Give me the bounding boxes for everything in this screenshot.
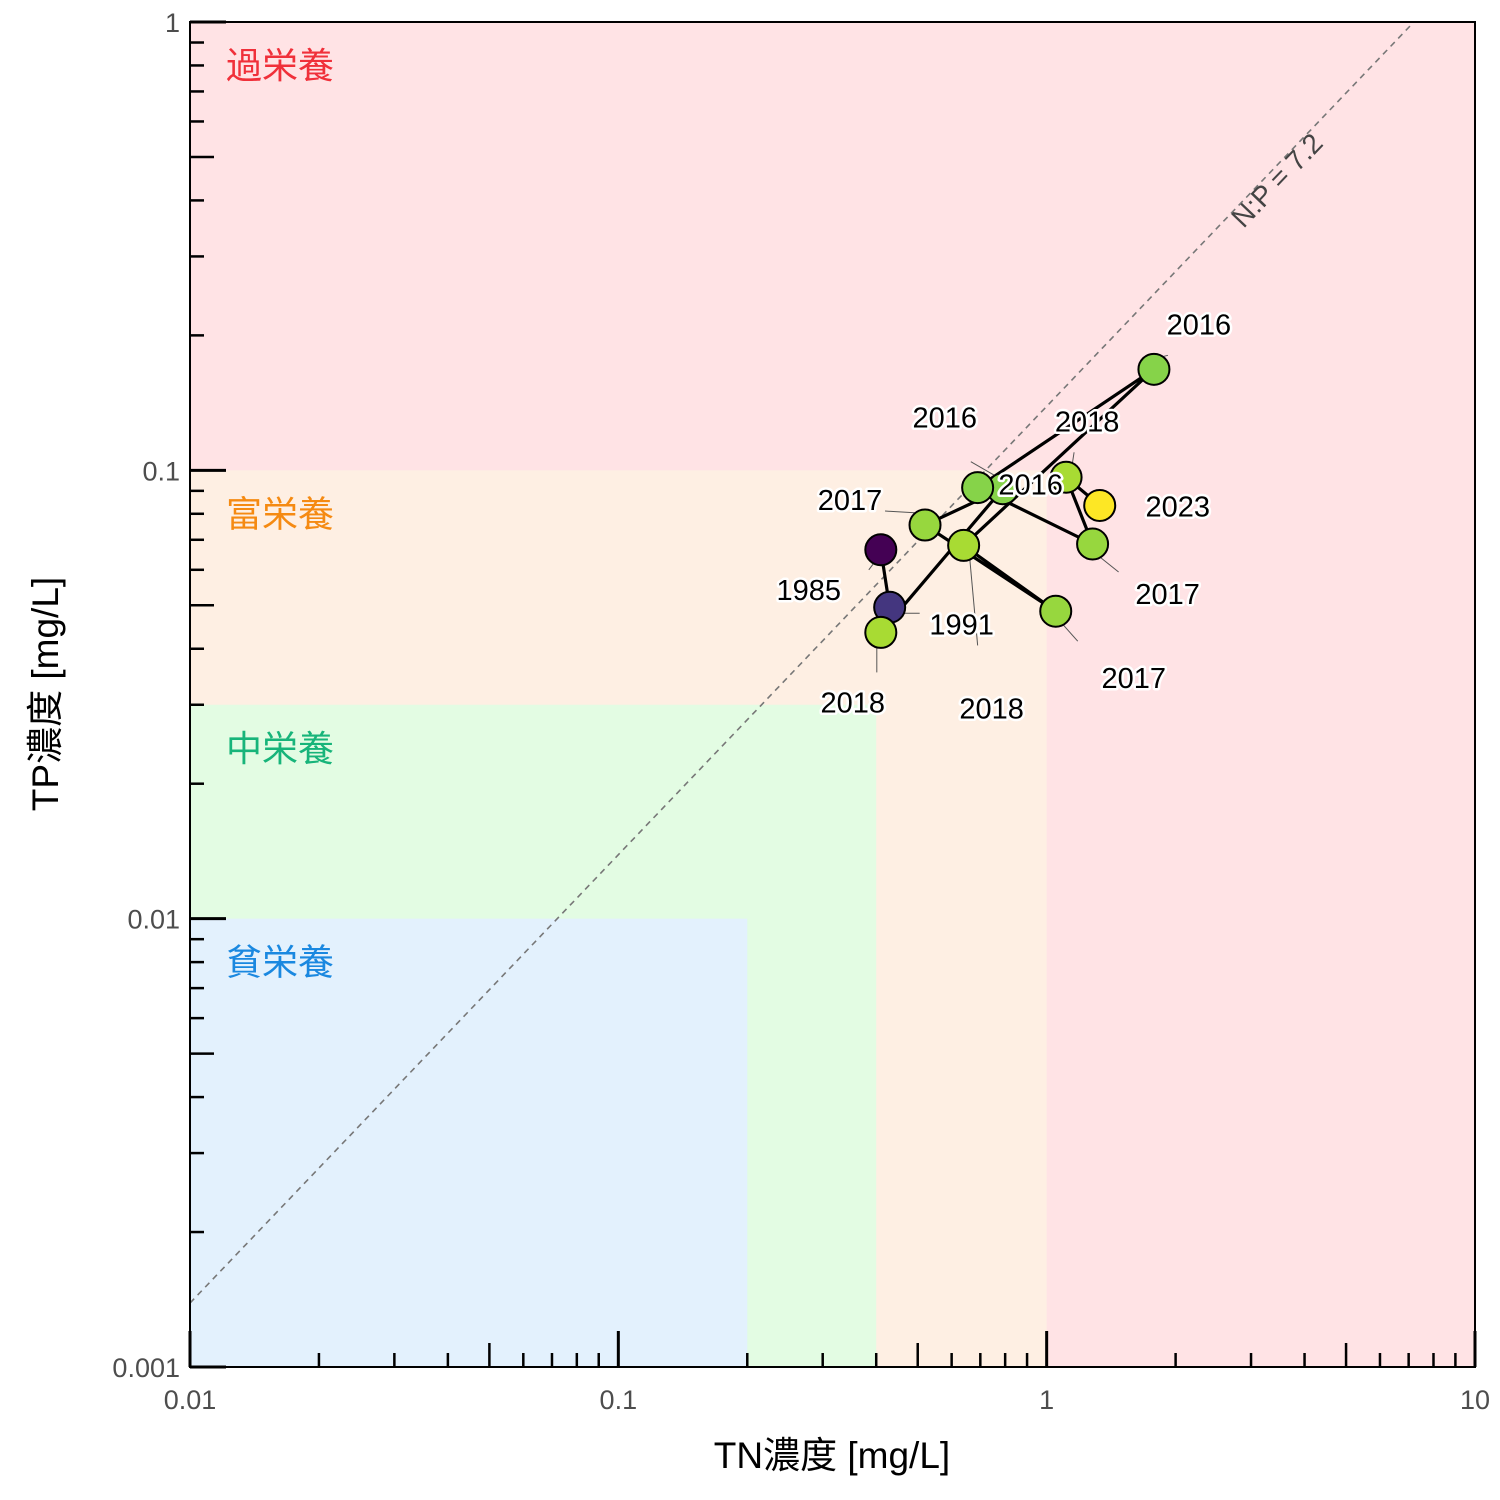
y-tick-label: 0.001	[112, 1353, 180, 1383]
data-point-1985	[864, 533, 898, 567]
x-tick-label: 0.01	[164, 1385, 217, 1415]
point-label-2017: 2017	[1101, 663, 1166, 695]
point-label-1991: 1991	[929, 609, 994, 641]
data-point-2016	[961, 471, 995, 505]
y-tick-label: 1	[165, 8, 180, 38]
point-label-2017: 2017	[1135, 579, 1200, 611]
label-leader-5	[1061, 622, 1079, 642]
point-label-2016: 2016	[913, 403, 978, 435]
point-label-2016: 2016	[998, 470, 1063, 502]
data-point-2018	[947, 528, 981, 562]
zone-label-1: 富栄養	[226, 494, 334, 535]
zone-label-3: 貧栄養	[226, 943, 334, 984]
point-label-2018: 2018	[821, 687, 886, 719]
point-label-1985: 1985	[777, 575, 842, 607]
plot-border	[189, 21, 1476, 1368]
point-label-2017: 2017	[818, 485, 883, 517]
y-axis-title: TP濃度 [mg/L]	[25, 577, 66, 811]
data-point-2017	[908, 508, 942, 542]
point-label-2018: 2018	[1055, 406, 1120, 438]
y-tick-label: 0.1	[142, 456, 180, 486]
data-point-2016	[1137, 352, 1171, 386]
x-tick-label: 0.1	[600, 1385, 638, 1415]
zone-3	[190, 918, 748, 1367]
x-tick-label: 10	[1460, 1385, 1490, 1415]
point-labels: 1985 1991 2018 2016 2017 2017 2018 2016 2016 2017…	[774, 307, 1234, 728]
label-leader-6	[969, 557, 979, 646]
trophic-zones	[190, 22, 1475, 1367]
zone-label-0: 過栄養	[226, 46, 334, 87]
data-point-2023	[1083, 488, 1117, 522]
data-points	[864, 352, 1171, 649]
data-point-2017	[1039, 594, 1073, 628]
point-label-2016: 2016	[1167, 309, 1232, 341]
point-label-2018: 2018	[959, 693, 1024, 725]
data-point-2017	[1076, 527, 1110, 561]
label-leader-3	[970, 461, 998, 478]
label-leader-9	[1098, 555, 1119, 573]
x-tick-label: 1	[1039, 1385, 1054, 1415]
point-label-2023: 2023	[1145, 491, 1210, 523]
zone-label-2: 中栄養	[226, 729, 334, 770]
x-axis-title: TN濃度 [mg/L]	[714, 1435, 950, 1476]
data-point-2018	[864, 615, 898, 649]
data-point-2018	[1049, 460, 1083, 494]
y-tick-label: 0.01	[127, 905, 180, 935]
label-leader-4	[884, 510, 920, 514]
np-ratio-line	[189, 21, 1415, 1304]
